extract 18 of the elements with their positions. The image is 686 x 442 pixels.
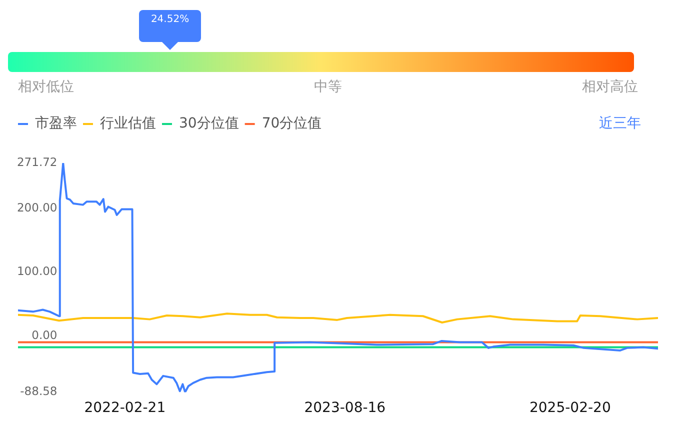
text: 中等	[314, 78, 342, 96]
y-tick-label: 100.00	[16, 264, 58, 278]
y-tick-label: 271.72	[16, 154, 58, 169]
y-tick-label: 200.00	[16, 200, 58, 215]
y-tick-label: 0.00	[32, 328, 58, 342]
x-tick-label: 2022-02-21	[84, 400, 166, 416]
text: 近三年	[599, 116, 641, 132]
y-tick-label: -88.58	[20, 384, 58, 398]
pointer-callout: 24.52%	[139, 10, 202, 50]
legend-label: 30分位值	[179, 116, 239, 132]
x-tick-label: 2025-02-20	[529, 400, 611, 416]
text: 相对低位	[18, 78, 74, 96]
x-tick-label: 2023-08-16	[304, 400, 386, 416]
text: 相对高位	[582, 78, 638, 96]
data-label: 24.52%	[150, 14, 190, 25]
legend-label: 市盈率	[35, 116, 77, 132]
legend-label: 70分位值	[262, 116, 322, 132]
legend-label: 行业估值	[100, 116, 156, 132]
